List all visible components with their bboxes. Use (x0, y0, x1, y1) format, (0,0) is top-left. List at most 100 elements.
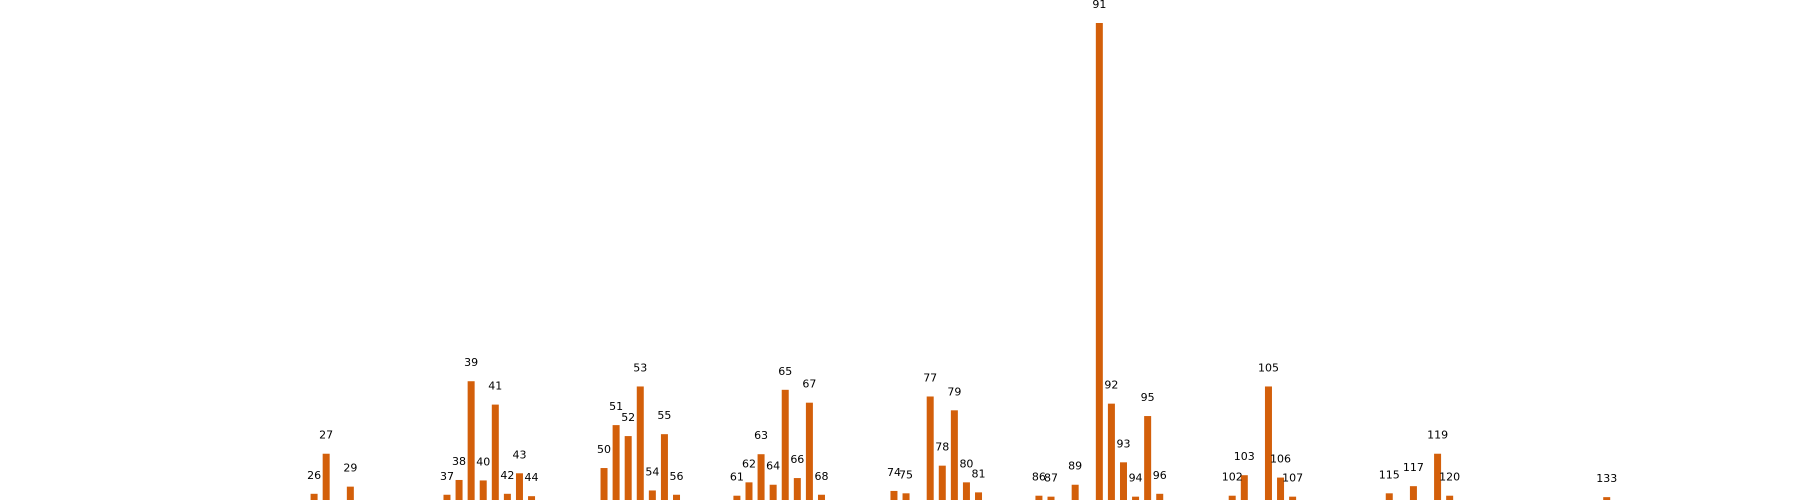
bar-label-38: 38 (452, 455, 466, 468)
bar-label-26: 26 (307, 469, 321, 482)
bar-87 (1047, 496, 1055, 500)
bar-label-92: 92 (1104, 379, 1118, 392)
bar-label-95: 95 (1141, 391, 1155, 404)
bar-51 (612, 425, 620, 500)
bar-66 (793, 478, 801, 500)
bar-95 (1144, 416, 1152, 500)
bar-label-65: 65 (778, 365, 792, 378)
bar-67 (805, 402, 813, 500)
bar-label-37: 37 (440, 470, 454, 483)
bar-105 (1264, 386, 1272, 500)
bar-92 (1107, 403, 1115, 500)
bar-label-74: 74 (887, 466, 901, 479)
bar-label-93: 93 (1116, 437, 1130, 450)
bar-68 (817, 494, 825, 500)
bar-label-102: 102 (1222, 471, 1243, 484)
bar-44 (528, 496, 536, 500)
bar-label-56: 56 (670, 470, 684, 483)
bar-label-62: 62 (742, 457, 756, 470)
bar-label-94: 94 (1129, 472, 1143, 485)
bar-55 (660, 434, 668, 500)
bar-115 (1385, 493, 1393, 500)
bar-27 (322, 453, 330, 500)
bar-63 (757, 454, 765, 500)
bar-39 (467, 381, 475, 500)
bar-54 (648, 490, 656, 500)
bar-label-133: 133 (1596, 472, 1617, 485)
bar-107 (1289, 496, 1297, 500)
bar-102 (1228, 495, 1236, 500)
bar-label-119: 119 (1427, 429, 1448, 442)
bar-label-117: 117 (1403, 461, 1424, 474)
bar-37 (443, 494, 451, 500)
bar-119 (1434, 453, 1442, 500)
bar-77 (926, 396, 934, 500)
bar-label-91: 91 (1092, 0, 1106, 11)
bar-74 (890, 490, 898, 500)
bar-117 (1409, 486, 1417, 500)
bar-79 (950, 410, 958, 500)
bar-56 (673, 494, 681, 500)
bar-75 (902, 493, 910, 500)
bar-91 (1095, 23, 1103, 500)
bar-label-77: 77 (923, 371, 937, 384)
bar-41 (491, 404, 499, 500)
bar-label-63: 63 (754, 429, 768, 442)
bar-label-67: 67 (802, 378, 816, 391)
bar-38 (455, 479, 463, 500)
bar-81 (975, 492, 983, 500)
bar-86 (1035, 495, 1043, 500)
bar-label-43: 43 (512, 448, 526, 461)
bar-42 (503, 493, 511, 500)
bar-label-79: 79 (947, 385, 961, 398)
bar-label-80: 80 (959, 457, 973, 470)
bar-96 (1156, 493, 1164, 500)
bar-label-86: 86 (1032, 471, 1046, 484)
bar-label-75: 75 (899, 468, 913, 481)
bar-43 (515, 473, 523, 500)
bar-64 (769, 484, 777, 500)
bar-53 (636, 386, 644, 500)
bar-94 (1132, 496, 1140, 500)
bar-label-54: 54 (645, 465, 659, 478)
bar-label-27: 27 (319, 429, 333, 442)
bar-label-78: 78 (935, 441, 949, 454)
bar-62 (745, 482, 753, 500)
bar-label-120: 120 (1439, 471, 1460, 484)
bar-29 (346, 486, 354, 500)
bar-label-87: 87 (1044, 472, 1058, 485)
bar-label-64: 64 (766, 460, 780, 473)
bar-label-50: 50 (597, 443, 611, 456)
bar-133 (1603, 497, 1611, 500)
bar-40 (479, 480, 487, 500)
bar-label-29: 29 (343, 462, 357, 475)
bar-103 (1240, 475, 1248, 500)
bar-label-89: 89 (1068, 460, 1082, 473)
bar-label-105: 105 (1258, 361, 1279, 374)
bar-label-52: 52 (621, 411, 635, 424)
bar-label-106: 106 (1270, 453, 1291, 466)
bar-78 (938, 465, 946, 500)
bar-80 (962, 482, 970, 500)
bar-label-40: 40 (476, 455, 490, 468)
bar-label-41: 41 (488, 380, 502, 393)
bar-label-115: 115 (1379, 468, 1400, 481)
bar-65 (781, 389, 789, 500)
bar-label-96: 96 (1153, 469, 1167, 482)
bar-26 (310, 493, 318, 500)
bar-label-39: 39 (464, 356, 478, 369)
bar-120 (1446, 495, 1454, 500)
bar-label-61: 61 (730, 471, 744, 484)
bar-label-107: 107 (1282, 472, 1303, 485)
bar-label-81: 81 (972, 467, 986, 480)
bar-label-66: 66 (790, 453, 804, 466)
bar-label-42: 42 (500, 469, 514, 482)
bar-label-68: 68 (814, 470, 828, 483)
bar-52 (624, 436, 632, 500)
bar-label-55: 55 (657, 409, 671, 422)
bar-label-103: 103 (1234, 450, 1255, 463)
bar-61 (733, 495, 741, 500)
bar-89 (1071, 484, 1079, 500)
